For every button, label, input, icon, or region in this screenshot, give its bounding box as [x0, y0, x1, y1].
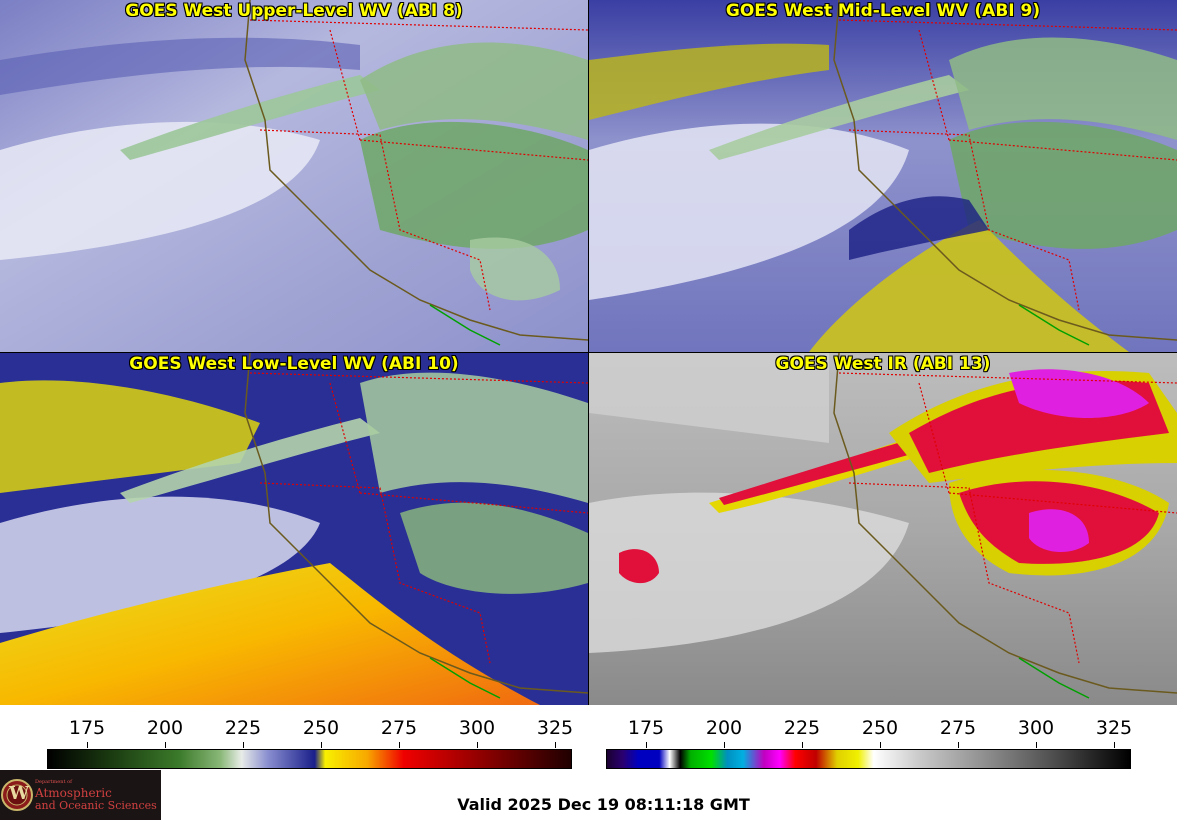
- ir-tick-label: 225: [783, 717, 821, 739]
- mid-level-wv-title: GOES West Mid-Level WV (ABI 9): [725, 1, 1041, 21]
- ir-tick: [802, 742, 803, 748]
- wv-tick: [555, 742, 556, 748]
- panel-divider-horizontal: [0, 352, 1177, 353]
- low-level-wv-image: [0, 353, 588, 705]
- ir-tick-label: 325: [1095, 717, 1133, 739]
- wv-tick-label: 325: [536, 717, 574, 739]
- wv-tick: [87, 742, 88, 748]
- logo-line-3: and Oceanic Sciences: [35, 799, 157, 812]
- mid-level-wv-image: [589, 0, 1177, 352]
- wv-tick-label: 175: [68, 717, 106, 739]
- wv-tick: [243, 742, 244, 748]
- ir-tick-label: 275: [939, 717, 977, 739]
- ir-tick: [646, 742, 647, 748]
- wv-tick: [165, 742, 166, 748]
- ir-colorbar: [606, 749, 1131, 769]
- low-level-wv-panel: GOES West Low-Level WV (ABI 10): [0, 353, 588, 705]
- ir-image: [589, 353, 1177, 705]
- wv-tick-label: 225: [224, 717, 262, 739]
- aos-logo: W Department of Atmospheric and Oceanic …: [0, 770, 161, 820]
- ir-panel: GOES West IR (ABI 13): [589, 353, 1177, 705]
- wv-tick: [321, 742, 322, 748]
- ir-tick-label: 300: [1017, 717, 1055, 739]
- ir-tick: [724, 742, 725, 748]
- ir-tick: [1114, 742, 1115, 748]
- wv-tick-label: 250: [302, 717, 340, 739]
- ir-title: GOES West IR (ABI 13): [775, 354, 991, 374]
- ir-tick-label: 250: [861, 717, 899, 739]
- logo-line-1: Department of: [35, 779, 72, 785]
- ir-tick: [958, 742, 959, 748]
- mid-level-wv-panel: GOES West Mid-Level WV (ABI 9): [589, 0, 1177, 352]
- seal-icon: [1, 779, 33, 811]
- wv-tick-label: 275: [380, 717, 418, 739]
- wv-tick: [477, 742, 478, 748]
- valid-time: Valid 2025 Dec 19 08:11:18 GMT: [457, 795, 750, 814]
- upper-level-wv-image: [0, 0, 588, 352]
- ir-tick-label: 175: [627, 717, 665, 739]
- wv-tick-label: 200: [146, 717, 184, 739]
- logo-line-2: Atmospheric: [35, 786, 112, 800]
- wv-colorbar: [47, 749, 572, 769]
- upper-level-wv-panel: GOES West Upper-Level WV (ABI 8): [0, 0, 588, 352]
- ir-tick-label: 200: [705, 717, 743, 739]
- seal-letter: W: [9, 783, 30, 804]
- ir-tick: [1036, 742, 1037, 748]
- wv-tick: [399, 742, 400, 748]
- ir-tick: [880, 742, 881, 748]
- upper-level-wv-title: GOES West Upper-Level WV (ABI 8): [125, 1, 463, 21]
- wv-tick-label: 300: [458, 717, 496, 739]
- low-level-wv-title: GOES West Low-Level WV (ABI 10): [129, 354, 459, 374]
